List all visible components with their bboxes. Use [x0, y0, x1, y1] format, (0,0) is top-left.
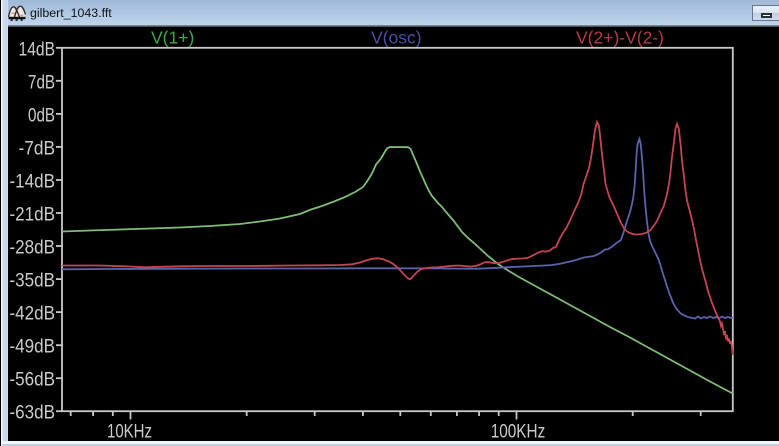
svg-text:14dB: 14dB — [19, 39, 56, 60]
svg-text:V(1+): V(1+) — [151, 28, 194, 48]
svg-text:0dB: 0dB — [28, 105, 55, 126]
svg-text:7dB: 7dB — [28, 72, 55, 93]
svg-text:-14dB: -14dB — [10, 172, 56, 193]
svg-text:V(2+)-V(2-): V(2+)-V(2-) — [576, 28, 664, 48]
svg-text:-35dB: -35dB — [10, 271, 56, 292]
svg-text:V(osc): V(osc) — [371, 28, 422, 48]
svg-text:100KHz: 100KHz — [491, 422, 546, 443]
svg-text:-63dB: -63dB — [10, 403, 56, 424]
svg-text:-21dB: -21dB — [10, 205, 56, 226]
svg-text:-7dB: -7dB — [19, 138, 56, 159]
svg-text:-49dB: -49dB — [10, 337, 56, 358]
svg-text:-42dB: -42dB — [10, 304, 56, 325]
svg-text:-28dB: -28dB — [10, 238, 56, 259]
svg-text:10KHz: 10KHz — [107, 422, 152, 443]
svg-text:-56dB: -56dB — [10, 370, 56, 391]
